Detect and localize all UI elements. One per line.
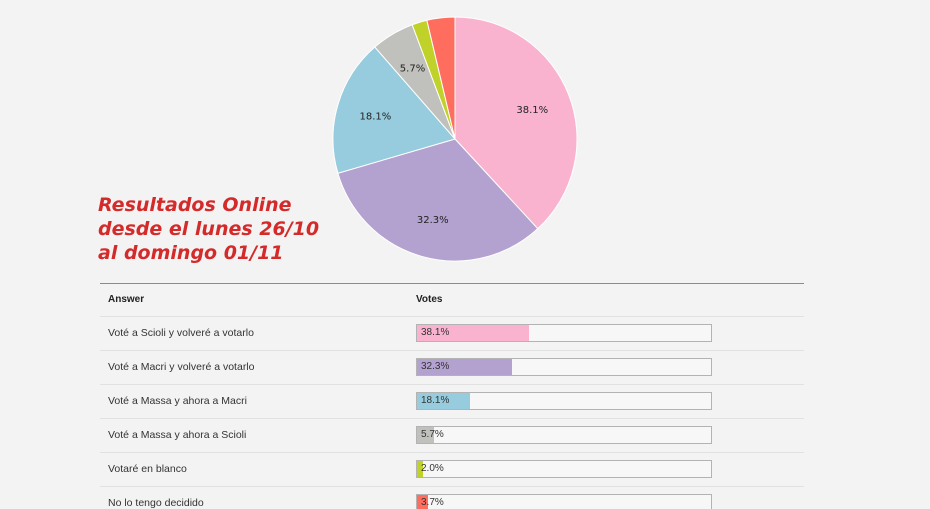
table-header-row: Answer Votes [100,284,804,317]
vote-bar-track: 3.7% [416,494,712,509]
table-row: Votaré en blanco 2.0% [100,453,804,487]
results-headline: Resultados Online desde el lunes 26/10 a… [98,193,358,265]
votes-column-header: Votes [416,294,443,305]
answer-text: Voté a Massa y ahora a Macri [108,395,247,407]
pie-slice-label: 32.3% [417,215,449,226]
answer-column-header: Answer [108,294,145,305]
vote-percentage: 3.7% [421,497,444,508]
table-row: Voté a Scioli y volveré a votarlo 38.1% [100,317,804,351]
answer-text: Votaré en blanco [108,463,187,475]
pie-slice [337,138,539,262]
pie-slice-label: 38.1% [516,105,548,116]
results-table: Answer Votes Voté a Scioli y volveré a v… [100,283,804,509]
vote-bar-fill [417,393,471,409]
vote-percentage: 38.1% [421,327,450,338]
headline-line-1: Resultados Online [98,194,292,216]
vote-bar-fill [417,495,428,509]
vote-percentage: 2.0% [421,463,444,474]
headline-line-2: desde el lunes 26/10 [98,218,320,240]
table-row: No lo tengo decidido 3.7% [100,487,804,509]
vote-bar-track: 32.3% [416,358,712,376]
table-body: Voté a Scioli y volveré a votarlo 38.1% Vo… [100,317,804,509]
answer-text: Voté a Massa y ahora a Scioli [108,429,247,441]
pie-chart: 38.1% 32.3% 18.1% 5.7% [332,16,578,262]
vote-bar-track: 18.1% [416,392,712,410]
vote-bar-fill [417,359,512,375]
vote-percentage: 18.1% [421,395,450,406]
pie-slice-label: 18.1% [360,112,392,123]
headline-line-3: al domingo 01/11 [98,242,284,264]
vote-bar-track: 38.1% [416,324,712,342]
pie-slice-label: 5.7% [400,64,425,75]
vote-bar-track: 2.0% [416,460,712,478]
vote-bar-fill [417,325,529,341]
table-row: Voté a Massa y ahora a Scioli 5.7% [100,419,804,453]
vote-bar-fill [417,461,423,477]
vote-bar-track: 5.7% [416,426,712,444]
answer-text: Voté a Macri y volveré a votarlo [108,361,255,373]
answer-text: No lo tengo decidido [108,497,204,509]
vote-bar-fill [417,427,434,443]
answer-text: Voté a Scioli y volveré a votarlo [108,327,254,339]
pie-slice [454,16,578,230]
vote-percentage: 32.3% [421,361,450,372]
table-row: Voté a Macri y volveré a votarlo 32.3% [100,351,804,385]
pie-slice [426,16,456,140]
table-row: Voté a Massa y ahora a Macri 18.1% [100,385,804,419]
pie-slice [332,46,456,174]
vote-percentage: 5.7% [421,429,444,440]
